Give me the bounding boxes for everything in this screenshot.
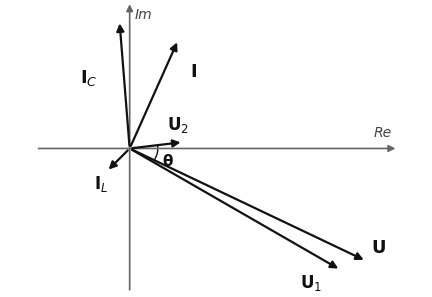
Text: I$_C$: I$_C$ <box>80 68 98 88</box>
Text: U$_1$: U$_1$ <box>300 273 322 293</box>
Text: U: U <box>372 239 386 257</box>
Text: U$_2$: U$_2$ <box>167 116 189 135</box>
Text: Im: Im <box>135 8 152 22</box>
Text: Re: Re <box>374 126 392 140</box>
Text: I: I <box>191 63 197 81</box>
Text: I$_L$: I$_L$ <box>95 174 108 194</box>
Text: θ: θ <box>163 154 173 169</box>
